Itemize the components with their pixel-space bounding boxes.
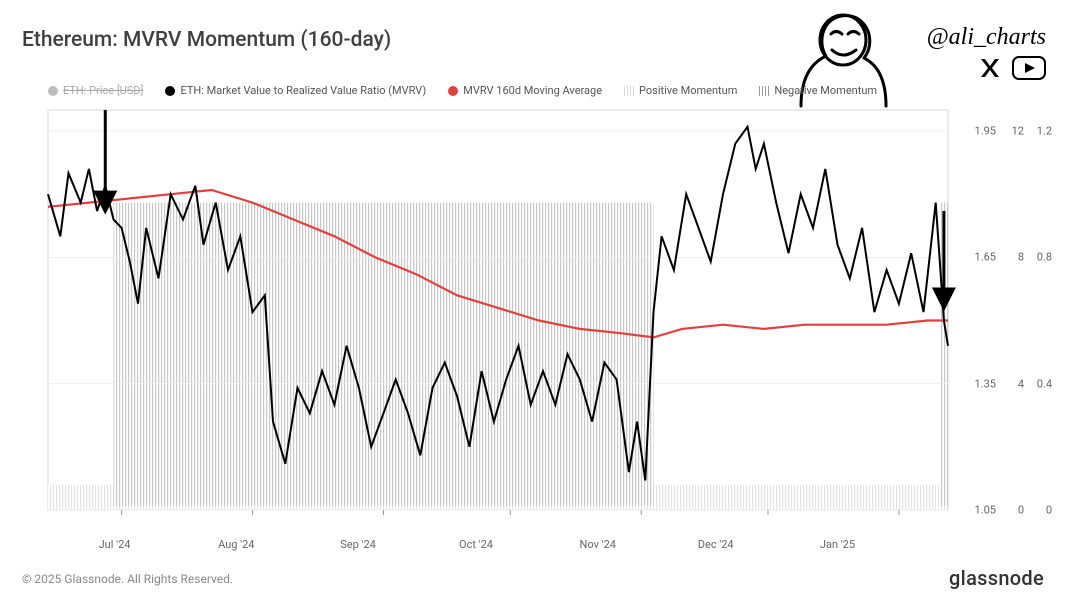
y-tick-label: 1.65	[975, 251, 996, 264]
legend-dot-icon	[165, 86, 175, 96]
legend-negative-label: Negative Momentum	[774, 84, 877, 97]
y-tick-row: 1.05 00	[975, 504, 1052, 517]
x-tick-label: Dec '24	[698, 538, 734, 551]
x-tick-label: Sep '24	[340, 538, 376, 551]
brand-logo-text: glassnode	[949, 566, 1044, 590]
x-tick-label: Aug '24	[218, 538, 254, 551]
youtube-icon[interactable]	[1012, 56, 1046, 84]
chart-title: Ethereum: MVRV Momentum (160-day)	[22, 28, 391, 52]
legend-ma: MVRV 160d Moving Average	[448, 84, 602, 97]
social-icons	[978, 56, 1046, 84]
x-axis-labels: Jul '24 Aug '24 Sep '24 Oct '24 Nov '24 Dec '…	[20, 538, 978, 556]
author-handle: @ali_charts	[927, 24, 1046, 51]
legend-bars-icon	[759, 86, 769, 96]
y-tick-label: 4	[1008, 377, 1024, 390]
x-tick-label: Jul '24	[99, 538, 131, 551]
legend-mvrv: ETH: Market Value to Realized Value Rati…	[165, 84, 426, 97]
chart-svg	[20, 98, 1050, 536]
legend-price: ETH: Price [USD]	[48, 84, 143, 97]
copyright-text: © 2025 Glassnode. All Rights Reserved.	[22, 572, 233, 586]
legend-dot-icon	[48, 86, 58, 96]
y-tick-label: 0.8	[1036, 251, 1052, 264]
chart-legend: ETH: Price [USD] ETH: Market Value to Re…	[48, 84, 877, 97]
y-tick-row: 1.65 8 0.8	[975, 251, 1052, 264]
legend-dot-icon	[448, 86, 458, 96]
x-tick-label: Jan '25	[820, 538, 855, 551]
y-tick-label: 1.05	[975, 504, 996, 517]
y-tick-row: 1.35 4 0.4	[975, 377, 1052, 390]
y-tick-label: 8	[1008, 251, 1024, 264]
y-tick-row: 1.95 12 1.2	[975, 125, 1052, 138]
y-tick-label: 1.2	[1036, 125, 1052, 138]
y-axis-labels: 1.95121.21.6580.81.3540.41.0500	[982, 98, 1052, 536]
chart-area: Jul '24Aug '24Sep '24Oct '24Nov '24Dec '…	[20, 98, 1050, 536]
y-tick-label: 1.35	[975, 377, 996, 390]
legend-bars-icon	[624, 86, 634, 96]
y-tick-label: 1.95	[975, 125, 996, 138]
legend-price-label: ETH: Price [USD]	[63, 84, 143, 97]
y-tick-label: 12	[1008, 125, 1024, 138]
y-tick-label: 0	[1036, 504, 1052, 517]
legend-positive: Positive Momentum	[624, 84, 737, 97]
y-tick-label: 0.4	[1036, 377, 1052, 390]
x-tick-label: Oct '24	[459, 538, 493, 551]
page-root: Ethereum: MVRV Momentum (160-day) @ali_c…	[0, 0, 1066, 600]
legend-positive-label: Positive Momentum	[639, 84, 737, 97]
x-tick-label: Nov '24	[580, 538, 616, 551]
y-tick-label: 0	[1008, 504, 1024, 517]
legend-ma-label: MVRV 160d Moving Average	[463, 84, 602, 97]
legend-negative: Negative Momentum	[759, 84, 877, 97]
x-twitter-icon[interactable]	[978, 56, 1002, 84]
legend-mvrv-label: ETH: Market Value to Realized Value Rati…	[180, 84, 426, 97]
